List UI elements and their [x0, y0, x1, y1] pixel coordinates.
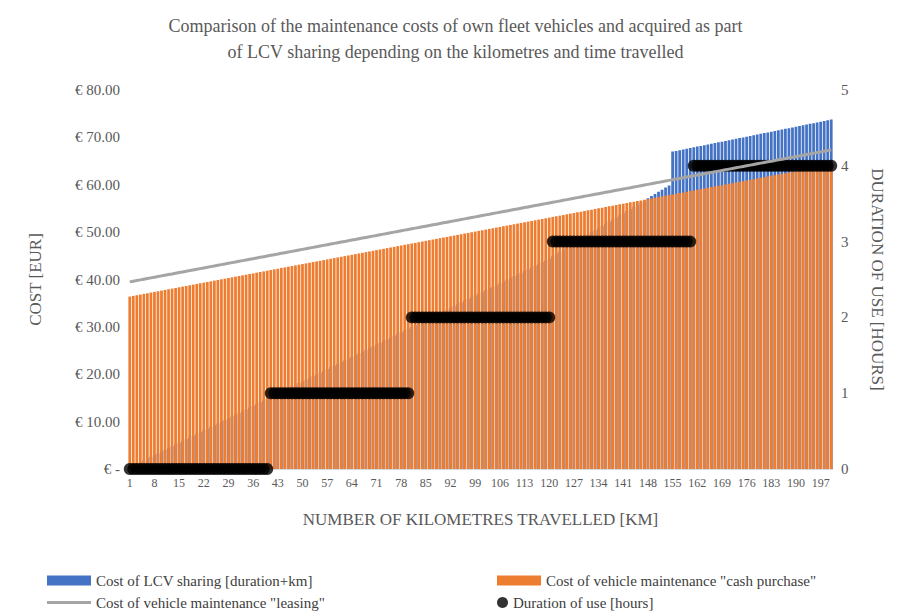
svg-text:127: 127	[565, 476, 583, 490]
svg-text:€ 20.00: € 20.00	[75, 366, 120, 382]
svg-text:197: 197	[812, 476, 830, 490]
svg-text:85: 85	[420, 476, 432, 490]
svg-text:162: 162	[688, 476, 706, 490]
svg-text:113: 113	[516, 476, 534, 490]
svg-text:169: 169	[713, 476, 731, 490]
svg-text:64: 64	[346, 476, 358, 490]
svg-text:78: 78	[395, 476, 407, 490]
svg-text:36: 36	[247, 476, 259, 490]
svg-text:Cost of vehicle maintenance "c: Cost of vehicle maintenance "cash purcha…	[546, 573, 816, 589]
svg-text:€ 50.00: € 50.00	[75, 224, 120, 240]
svg-text:0: 0	[841, 461, 849, 477]
svg-text:1: 1	[841, 385, 849, 401]
svg-text:141: 141	[614, 476, 632, 490]
svg-text:Cost of LCV sharing [duration+: Cost of LCV sharing [duration+km]	[96, 573, 313, 589]
svg-text:€ 10.00: € 10.00	[75, 414, 120, 430]
svg-text:Comparison of the maintenance: Comparison of the maintenance costs of o…	[169, 16, 743, 36]
svg-text:COST [EUR]: COST [EUR]	[26, 233, 45, 326]
svg-text:176: 176	[738, 476, 756, 490]
svg-text:71: 71	[371, 476, 383, 490]
svg-text:15: 15	[173, 476, 185, 490]
svg-text:183: 183	[762, 476, 780, 490]
svg-text:29: 29	[222, 476, 234, 490]
svg-text:8: 8	[151, 476, 157, 490]
svg-text:92: 92	[445, 476, 457, 490]
svg-text:Duration of use [hours]: Duration of use [hours]	[513, 595, 653, 611]
svg-text:57: 57	[321, 476, 333, 490]
svg-text:2: 2	[841, 309, 849, 325]
svg-text:134: 134	[590, 476, 608, 490]
svg-text:€ 40.00: € 40.00	[75, 272, 120, 288]
svg-text:€ 70.00: € 70.00	[75, 129, 120, 145]
svg-text:1: 1	[127, 476, 133, 490]
svg-text:120: 120	[540, 476, 558, 490]
svg-text:190: 190	[787, 476, 805, 490]
svg-text:€ -: € -	[104, 461, 120, 477]
svg-text:99: 99	[469, 476, 481, 490]
svg-text:148: 148	[639, 476, 657, 490]
svg-text:€ 80.00: € 80.00	[75, 82, 120, 98]
svg-text:of LCV sharing depending on th: of LCV sharing depending on the kilometr…	[227, 42, 683, 62]
svg-text:4: 4	[841, 158, 849, 174]
svg-text:43: 43	[272, 476, 284, 490]
svg-text:€ 30.00: € 30.00	[75, 319, 120, 335]
svg-text:€ 60.00: € 60.00	[75, 177, 120, 193]
svg-text:3: 3	[841, 234, 849, 250]
svg-text:155: 155	[664, 476, 682, 490]
svg-text:Cost of vehicle maintenance "l: Cost of vehicle maintenance "leasing"	[96, 595, 325, 611]
svg-text:NUMBER OF KILOMETRES TRAVELLED: NUMBER OF KILOMETRES TRAVELLED [KM]	[303, 510, 658, 529]
svg-text:106: 106	[491, 476, 509, 490]
svg-text:50: 50	[296, 476, 308, 490]
svg-text:22: 22	[198, 476, 210, 490]
svg-text:DURATION OF USE [HOURS]: DURATION OF USE [HOURS]	[868, 168, 887, 390]
svg-text:5: 5	[841, 82, 849, 98]
